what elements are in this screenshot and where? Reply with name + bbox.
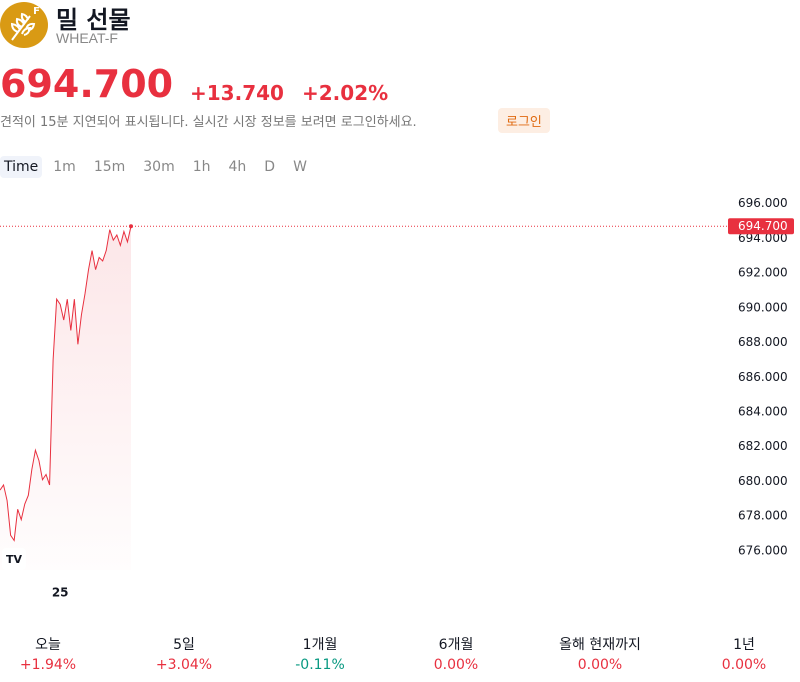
last-price-tag [728, 218, 794, 235]
period-label: 6개월 [438, 637, 474, 653]
period-change: -0.11% [295, 657, 345, 673]
tv-logo-bg [2, 548, 26, 570]
change: +13.740 [190, 81, 284, 105]
y-tick-label: 684.000 [738, 405, 788, 419]
logo-icon [10, 12, 36, 41]
performance-item[interactable]: 오늘 +1.94% [0, 634, 108, 673]
notice: 견적이 15분 지연되어 표시됩니다. 실시간 시장 정보를 보려면 로그인하세… [0, 115, 417, 130]
period-label: 5일 [173, 637, 195, 653]
y-tick-label: 676.000 [738, 543, 788, 557]
last-price-label: 694.700 [738, 219, 788, 233]
interval-button[interactable]: Time [0, 156, 43, 178]
period-label: 1개월 [302, 637, 338, 653]
y-tick-label: 696.000 [738, 196, 788, 210]
interval-button[interactable]: 30m [143, 159, 175, 175]
performance-item[interactable]: 1년 0.00% [684, 634, 800, 673]
login-button[interactable]: 로그인 [498, 108, 550, 133]
y-tick-label: 694.000 [738, 231, 788, 245]
interval-button[interactable]: W [293, 159, 307, 175]
tv-logo: TV [6, 553, 23, 566]
interval-button[interactable]: D [264, 159, 276, 175]
period-change: +1.94% [19, 657, 77, 673]
period-change: 0.00% [721, 657, 767, 673]
interval-button[interactable]: 4h [228, 159, 247, 175]
y-tick-label: 688.000 [738, 335, 788, 349]
y-tick-label: 686.000 [738, 370, 788, 384]
change-percent: +2.02% [302, 81, 389, 105]
title: 밀 선물 [56, 6, 131, 34]
period-label: 오늘 [35, 637, 61, 653]
logo-badge: F [33, 6, 40, 17]
price: 694.700 [0, 62, 174, 106]
logo: F [0, 2, 48, 48]
period-change: 0.00% [433, 657, 479, 673]
y-tick-label: 678.000 [738, 509, 788, 523]
interval-bar: Time 1m 15m 30m 1h 4h D W [0, 156, 314, 178]
x-tick-label: 25 [52, 586, 69, 600]
performance-item[interactable]: 1개월 -0.11% [260, 634, 380, 673]
performance-item[interactable]: 올해 현재까지 0.00% [540, 634, 660, 673]
last-price-dot [129, 224, 133, 229]
interval-button[interactable]: 1m [53, 159, 76, 175]
y-tick-label: 680.000 [738, 474, 788, 488]
period-label: 1년 [733, 637, 755, 653]
symbol: WHEAT-F [56, 30, 118, 46]
chart: 676.000 678.000 680.000 682.000 684.000 686.0… [0, 196, 794, 600]
area [0, 226, 131, 570]
interval-button[interactable]: 15m [93, 159, 126, 175]
performance-item[interactable]: 5일 +3.04% [124, 634, 244, 673]
period-change: +3.04% [155, 657, 213, 673]
y-tick-label: 690.000 [738, 300, 788, 314]
period-change: 0.00% [577, 657, 623, 673]
y-tick-label: 682.000 [738, 439, 788, 453]
period-label: 올해 현재까지 [559, 637, 641, 653]
y-tick-label: 692.000 [738, 266, 788, 280]
price-line [0, 226, 132, 542]
interval-button[interactable]: 1h [192, 159, 211, 175]
performance-item[interactable]: 6개월 0.00% [396, 634, 516, 673]
